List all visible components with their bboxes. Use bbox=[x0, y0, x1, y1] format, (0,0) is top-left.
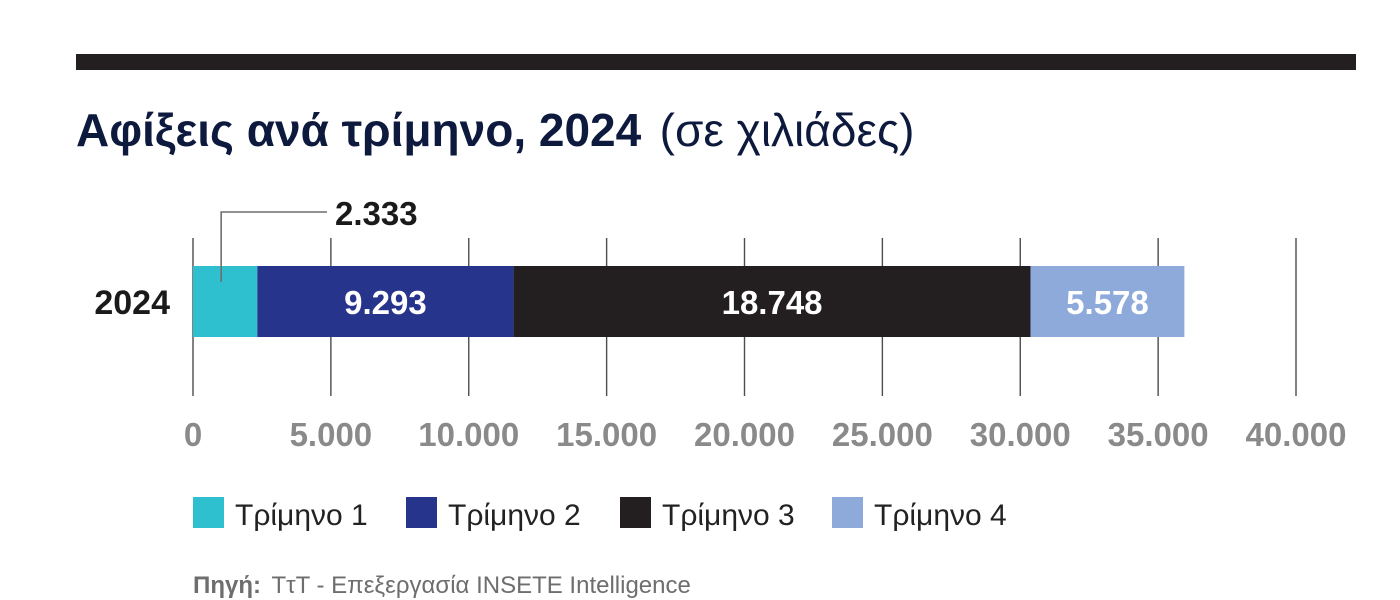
legend-label: Τρίμηνο 2 bbox=[448, 499, 581, 532]
legend-swatch bbox=[620, 497, 651, 528]
chart-title: Αφίξεις ανά τρίμηνο, 2024 (σε χιλιάδες) bbox=[76, 104, 914, 156]
legend-label: Τρίμηνο 4 bbox=[874, 499, 1007, 532]
y-category-label: 2024 bbox=[94, 284, 170, 322]
bar-segment bbox=[257, 266, 514, 337]
top-rule bbox=[76, 54, 1356, 70]
x-tick-label: 20.000 bbox=[694, 416, 795, 453]
x-tick-label: 0 bbox=[184, 416, 202, 453]
legend-label: Τρίμηνο 1 bbox=[235, 499, 368, 532]
bar-segment bbox=[513, 266, 1031, 337]
bar-value-label: 2.333 bbox=[335, 195, 418, 232]
legend-swatch bbox=[406, 497, 437, 528]
legend-label: Τρίμηνο 3 bbox=[662, 499, 795, 532]
callout-line bbox=[220, 211, 327, 282]
x-tick-label: 40.000 bbox=[1246, 416, 1347, 453]
bar-value-label: 9.293 bbox=[344, 284, 427, 321]
legend: Τρίμηνο 1 Τρίμηνο 2 Τρίμηνο 3 Τρίμηνο 4 bbox=[193, 497, 1007, 532]
chart-title-main: Αφίξεις ανά τρίμηνο, 2024 bbox=[76, 104, 642, 156]
legend-swatch bbox=[193, 497, 224, 528]
x-tick-label: 15.000 bbox=[556, 416, 657, 453]
bar-segment bbox=[1030, 266, 1185, 337]
x-tick-label: 35.000 bbox=[1108, 416, 1209, 453]
chart-title-unit: (σε χιλιάδες) bbox=[660, 104, 915, 156]
legend-swatch bbox=[832, 497, 863, 528]
bar-value-label: 18.748 bbox=[722, 284, 823, 321]
source-label: Πηγή: bbox=[193, 572, 261, 599]
source-text: ΤτΤ - Επεξεργασία INSETE Intelligence bbox=[271, 572, 690, 599]
x-tick-label: 10.000 bbox=[418, 416, 519, 453]
x-tick-label: 25.000 bbox=[832, 416, 933, 453]
source-note: Πηγή: ΤτΤ - Επεξεργασία INSETE Intellige… bbox=[193, 572, 691, 599]
x-axis: 0 5.000 10.000 15.000 20.000 25.000 30.000 35.0… bbox=[94, 284, 1346, 453]
bars-layer: 2.333 9.293 18.748 5.578 bbox=[193, 195, 1185, 337]
x-tick-label: 30.000 bbox=[970, 416, 1071, 453]
bar-segment bbox=[193, 266, 258, 337]
x-tick-label: 5.000 bbox=[290, 416, 373, 453]
bar-value-label: 5.578 bbox=[1066, 284, 1149, 321]
